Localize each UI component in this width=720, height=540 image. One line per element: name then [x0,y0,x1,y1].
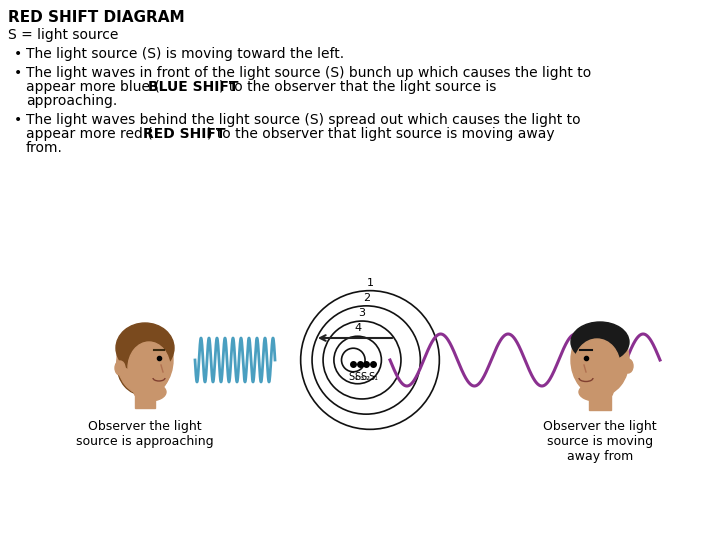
Text: The light source (S) is moving toward the left.: The light source (S) is moving toward th… [26,47,344,61]
Text: S = light source: S = light source [8,28,118,42]
Text: The light waves behind the light source (S) spread out which causes the light to: The light waves behind the light source … [26,113,580,127]
Text: approaching.: approaching. [26,94,117,108]
Ellipse shape [115,361,125,375]
Text: appear more blue (: appear more blue ( [26,80,160,94]
Text: 3: 3 [359,308,366,318]
Ellipse shape [116,323,174,373]
Text: 2: 2 [363,293,370,303]
Ellipse shape [571,324,629,396]
Bar [135,388,155,408]
Ellipse shape [117,335,169,395]
Ellipse shape [128,342,170,394]
Text: RED SHIFT: RED SHIFT [143,127,225,141]
Text: S₃: S₃ [354,372,364,382]
Ellipse shape [579,383,613,401]
Text: S₄: S₄ [348,372,359,382]
Text: ) to the observer that the light source is: ) to the observer that the light source … [219,80,496,94]
Text: The light waves in front of the light source (S) bunch up which causes the light: The light waves in front of the light so… [26,66,591,80]
Ellipse shape [574,339,620,393]
Text: Observer the light
source is approaching: Observer the light source is approaching [76,420,214,448]
Text: 4: 4 [354,323,361,333]
Text: 1: 1 [366,278,374,288]
Text: ) to the observer that light source is moving away: ) to the observer that light source is m… [207,127,554,141]
Text: •: • [14,113,22,127]
Ellipse shape [117,325,173,395]
Text: •: • [14,47,22,61]
Ellipse shape [134,383,166,401]
Text: from.: from. [26,141,63,155]
Text: Observer the light
source is moving
away from: Observer the light source is moving away… [543,420,657,463]
Text: S₂: S₂ [361,372,371,382]
Text: appear more red (: appear more red ( [26,127,153,141]
Text: •: • [14,66,22,80]
Text: S₁: S₁ [369,372,379,382]
Text: BLUE SHIFT: BLUE SHIFT [148,80,238,94]
Text: RED SHIFT DIAGRAM: RED SHIFT DIAGRAM [8,10,184,25]
Bar [589,388,611,410]
Ellipse shape [571,322,629,362]
Ellipse shape [623,359,633,373]
